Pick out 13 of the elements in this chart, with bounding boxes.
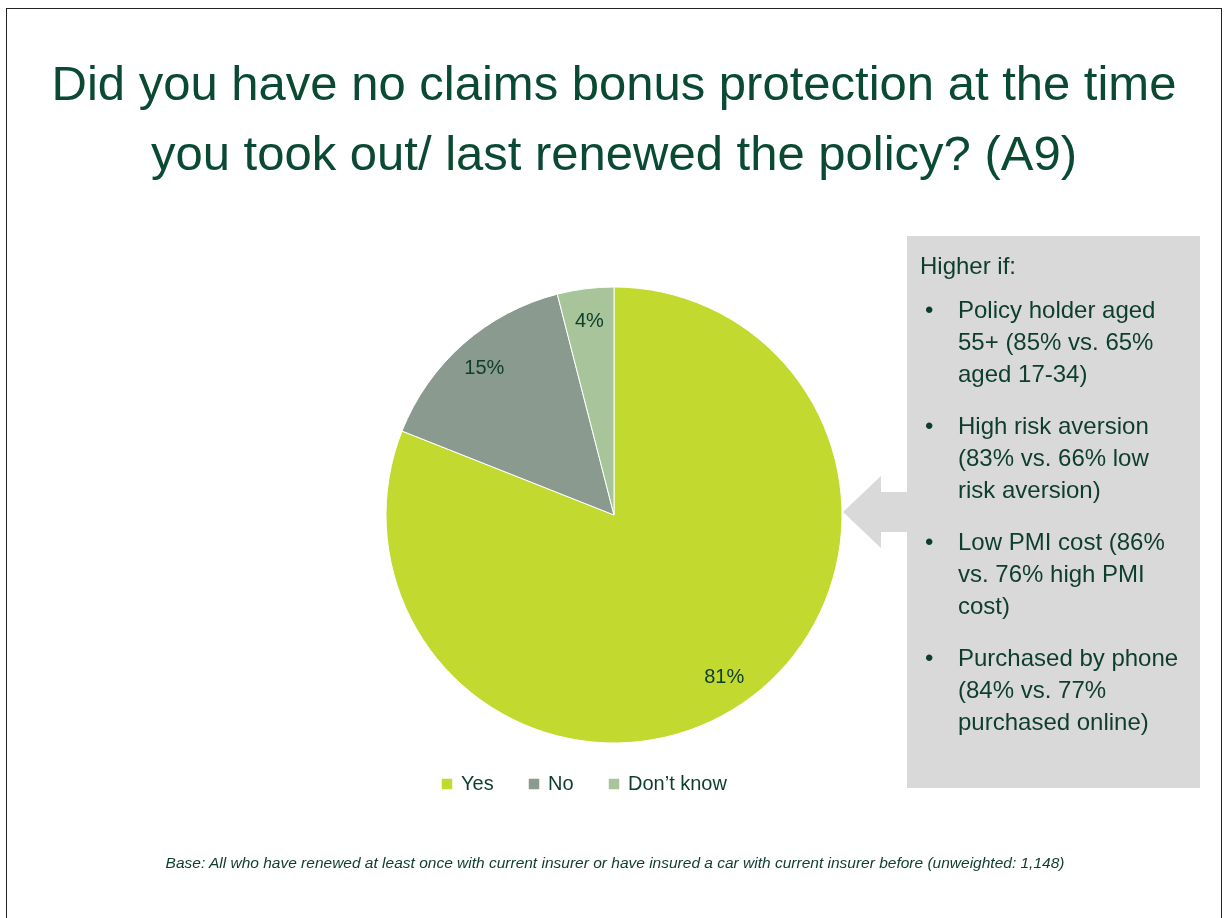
text: • Low PMI cost (86% vs. 76% high PMI cost) [925, 527, 1166, 621]
text: • Purchased by phone (84% vs. 77% purchased online) [925, 643, 1180, 737]
text: Higher if: [920, 251, 1018, 281]
legend-label: No [548, 772, 574, 794]
chart-title: Did you have no claims bonus protection at the time you took out/ last renewed the policy? (A9) [50, 55, 1178, 182]
data-label: 4% [574, 308, 605, 331]
data-label: 15% [464, 355, 505, 378]
text: • Policy holder aged 55+ (85% vs. 65% aged 17-34) [925, 295, 1157, 389]
text: • High risk aversion (83% vs. 66% low risk aversion) [925, 411, 1150, 505]
legend-label: Don’t know [628, 772, 728, 794]
text: Base: All who have renewed at least once with current insurer or have insured a car with current insurer before (unweighted: 1,148) [164, 853, 1066, 873]
data-label: 81% [704, 665, 745, 688]
legend-label: Yes [461, 772, 494, 794]
